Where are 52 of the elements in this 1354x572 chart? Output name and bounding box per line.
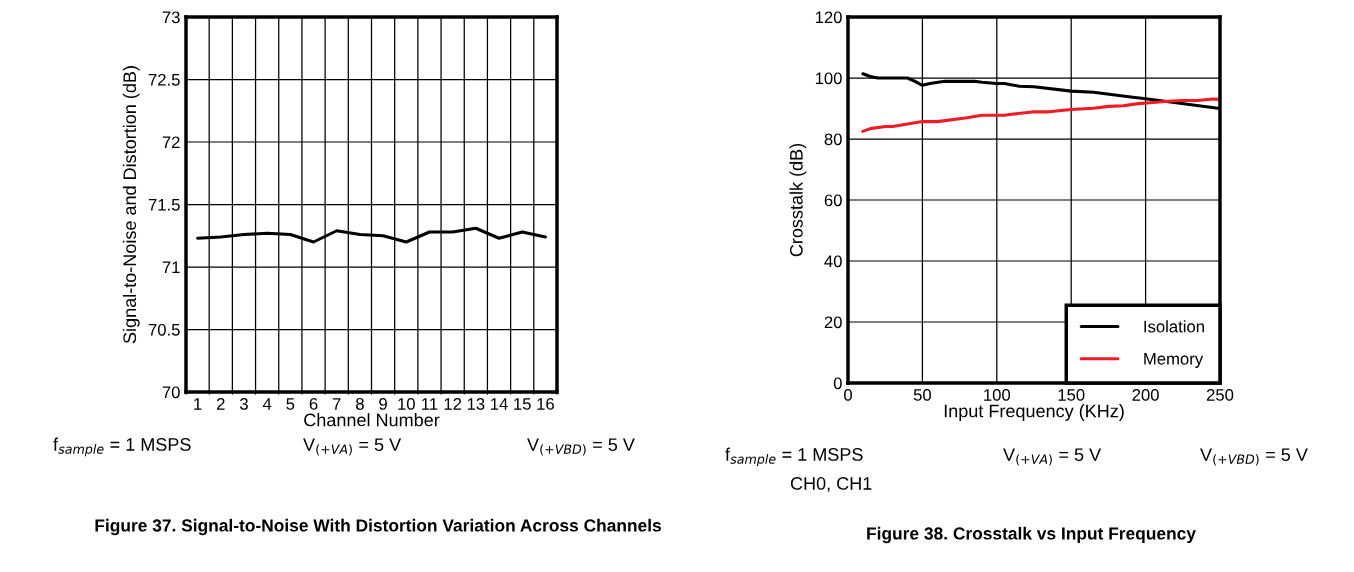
y-tick-label: 80 [824, 133, 842, 146]
x-tick-label: 12 [444, 398, 462, 410]
line-series [861, 97, 1220, 133]
y-tick-label: 120 [815, 11, 842, 24]
text: Figure 38. Crosstalk vs Input Frequency [867, 526, 1196, 544]
y-tick-label: 71.5 [148, 199, 180, 211]
x-tick-label: 15 [514, 398, 531, 410]
text: V$_{(+VA)}$ = 5 V [303, 438, 402, 456]
x-tick-label: 4 [262, 398, 272, 410]
y-tick-label: 72.5 [148, 73, 180, 86]
x-tick-label: 250 [1206, 389, 1234, 401]
x-tick-label: 13 [467, 398, 485, 410]
x-tick-label: 3 [239, 398, 248, 410]
y-tick-label: 70.5 [148, 323, 180, 336]
x-tick-label: 5 [286, 398, 295, 410]
x-tick-label: 200 [1132, 389, 1159, 401]
y-tick-label: 60 [824, 194, 842, 207]
legend-label: Memory [1144, 353, 1204, 368]
x-axis-title: Input Frequency (KHz) [944, 404, 1124, 421]
text: CH0, CH1 [790, 477, 872, 492]
text: f$_{sample}$ = 1 MSPS [53, 437, 191, 457]
y-axis-title: Signal-to-Noise and Distortion (dB) [122, 66, 140, 344]
x-tick-label: 2 [216, 398, 225, 410]
y-tick-label: 100 [815, 72, 842, 85]
x-tick-label: 6 [309, 398, 318, 410]
x-tick-label: 9 [379, 398, 387, 410]
y-tick-label: 0 [833, 377, 842, 390]
x-tick-label: 0 [844, 389, 852, 401]
x-tick-label: 10 [398, 398, 415, 410]
y-tick-label: 40 [824, 255, 842, 268]
x-tick-label: 1 [194, 398, 202, 410]
text: f$_{sample}$ = 1 MSPS [725, 447, 863, 467]
y-tick-label: 71 [162, 261, 180, 274]
y-tick-label: 72 [162, 136, 180, 149]
y-tick-label: 73 [162, 11, 180, 24]
text: V$_{(+VBD)}$ = 5 V [1200, 448, 1308, 466]
x-tick-label: 16 [537, 398, 554, 410]
y-axis-title: Crosstalk (dB) [789, 143, 807, 257]
text: V$_{(+VA)}$ = 5 V [1003, 448, 1102, 466]
x-axis-title: Channel Number [304, 413, 440, 427]
x-tick-label: 50 [913, 389, 932, 401]
text: Figure 37. Signal-to-Noise With Distortion Variation Across Channels [95, 518, 661, 536]
legend-label: Isolation [1144, 320, 1204, 333]
x-tick-label: 11 [422, 398, 438, 410]
y-tick-label: 20 [824, 316, 842, 329]
x-tick-label: 150 [1058, 389, 1085, 401]
text: V$_{(+VBD)}$ = 5 V [527, 438, 635, 456]
x-tick-label: 14 [491, 398, 508, 410]
x-tick-label: 8 [356, 398, 364, 410]
x-tick-label: 100 [984, 389, 1011, 401]
y-tick-label: 70 [162, 386, 180, 399]
x-tick-label: 7 [332, 398, 341, 410]
